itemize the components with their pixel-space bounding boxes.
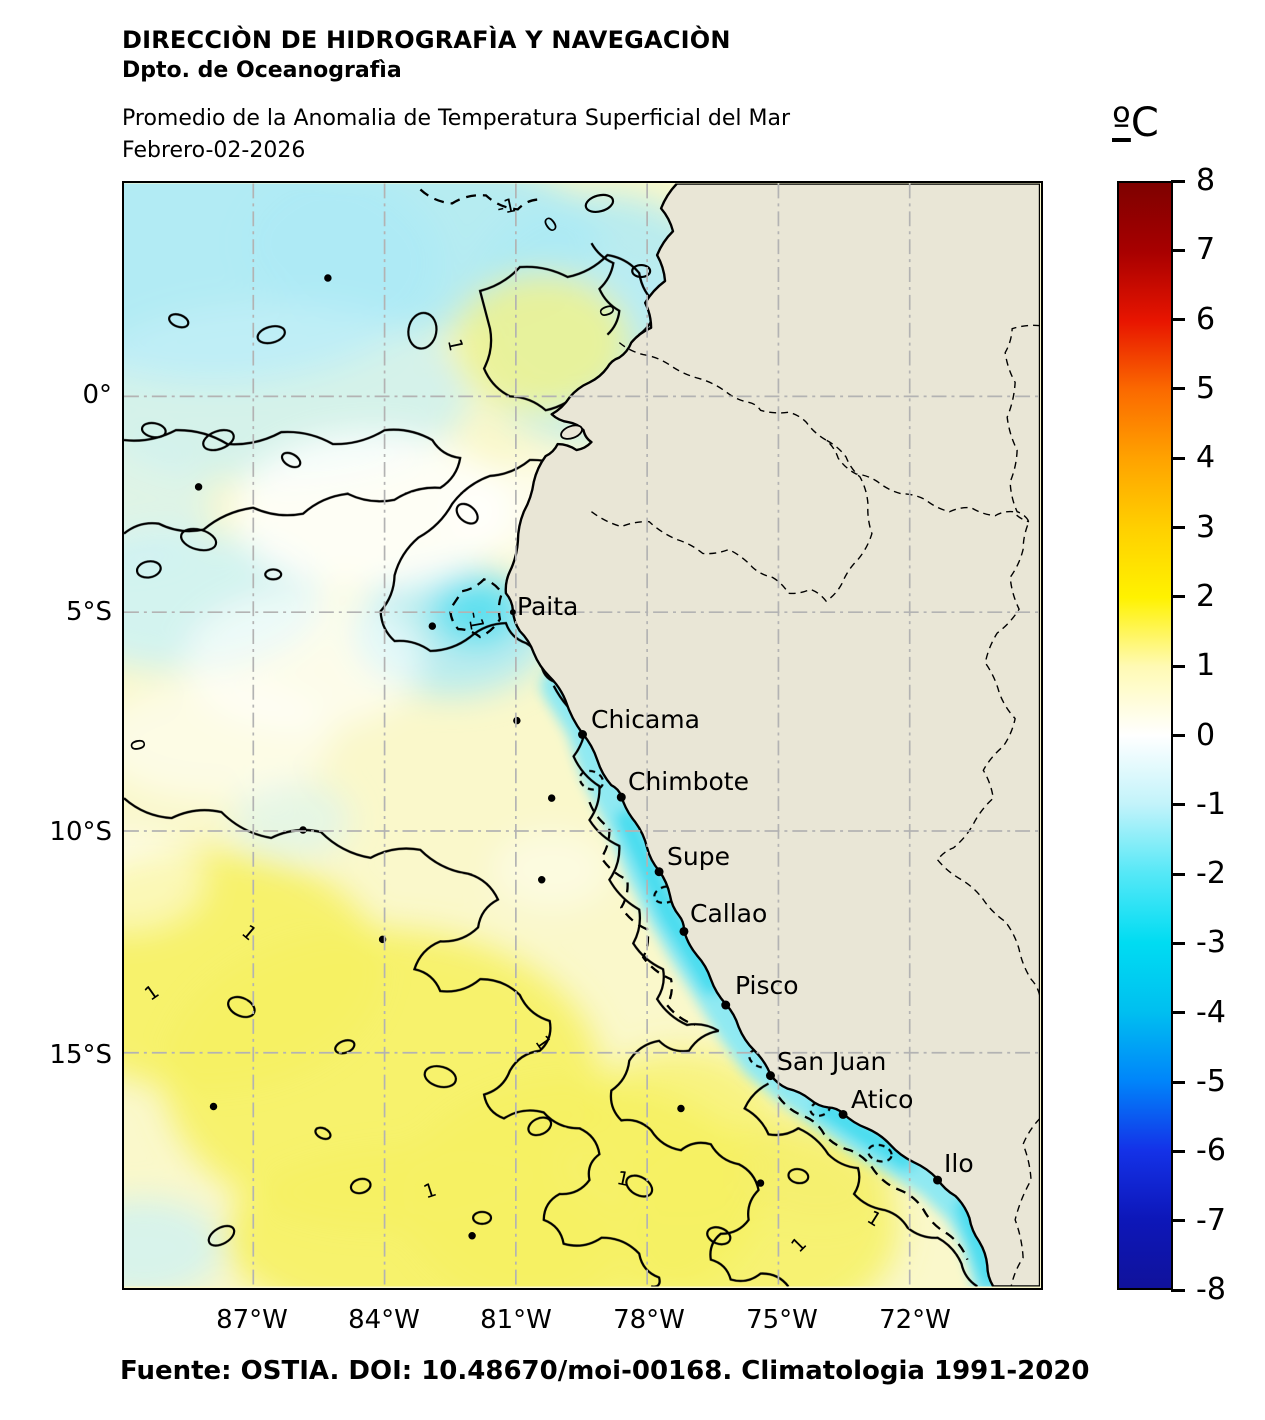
degree-symbol: º — [1112, 100, 1131, 146]
colorbar-gradient — [1117, 181, 1173, 1290]
colorbar-tick-mark — [1171, 1011, 1185, 1015]
negative-contours — [419, 188, 969, 1261]
colorbar-tick-mark — [1171, 526, 1185, 530]
colorbar-tick-mark — [1171, 179, 1185, 183]
x-tick-75w: 75°W — [746, 1305, 818, 1335]
source-attribution: Fuente: OSTIA. DOI: 10.48670/moi-00168. … — [120, 1356, 1090, 1386]
colorbar-tick-mark — [1171, 872, 1185, 876]
city-dot — [654, 867, 664, 877]
x-tick-81w: 81°W — [480, 1305, 552, 1335]
city-dot — [721, 1000, 731, 1010]
colorbar-tick-mark — [1171, 803, 1185, 807]
puna-island — [560, 424, 583, 440]
colorbar-tick-mark — [1171, 248, 1185, 252]
colorbar-tick-label: 7 — [1196, 232, 1216, 267]
org-title-line1: DIRECCIÒN DE HIDROGRAFÌA Y NAVEGACIÒN — [122, 26, 731, 54]
map-layers — [124, 183, 1040, 1287]
city-label-supe: Supe — [667, 842, 730, 871]
colorbar-tick-label: 5 — [1196, 371, 1216, 406]
colorbar-tick-mark — [1171, 941, 1185, 945]
city-markers — [509, 609, 943, 1185]
city-label-ilo: Ilo — [944, 1149, 974, 1178]
x-tick-72w: 72°W — [879, 1305, 951, 1335]
colorbar-tick-mark — [1171, 734, 1185, 737]
y-tick-0deg: 0° — [82, 380, 112, 410]
city-label-san-juan-prev-pisco: Pisco — [735, 971, 799, 1000]
colorbar-unit-label: ºC — [1112, 100, 1159, 146]
colorbar-tick-label: 8 — [1196, 163, 1216, 198]
colorbar-tick-label: 6 — [1196, 302, 1216, 337]
colorbar-tick-mark — [1171, 318, 1185, 322]
org-title-line2: Dpto. de Oceanografìa — [122, 58, 402, 83]
city-label-chicama: Chicama — [591, 705, 700, 734]
city-dot — [765, 1071, 775, 1081]
colorbar-tick-mark — [1171, 387, 1185, 391]
city-dot — [933, 1175, 943, 1185]
colorbar-tick-label: -3 — [1196, 925, 1226, 960]
y-tick-5s: 5°S — [65, 597, 112, 627]
city-dot — [838, 1109, 848, 1119]
city-label-atico: Atico — [851, 1085, 914, 1114]
country-borders — [591, 324, 1040, 1287]
x-tick-84w: 84°W — [348, 1305, 420, 1335]
colorbar-tick-mark — [1171, 664, 1185, 668]
colorbar-tick-label: 1 — [1196, 648, 1216, 683]
graticule — [124, 183, 1040, 1287]
colorbar-tick-label: 2 — [1196, 579, 1216, 614]
unit-letter: C — [1130, 100, 1159, 146]
city-dot — [509, 609, 516, 616]
colorbar-tick-label: 0 — [1196, 718, 1216, 753]
colorbar-tick-mark — [1171, 595, 1185, 599]
y-tick-15s: 15°S — [49, 1040, 112, 1070]
city-dot — [616, 792, 626, 802]
colorbar-tick-label: -2 — [1196, 856, 1226, 891]
city-label-san-juan: San Juan — [777, 1047, 887, 1076]
map-art — [124, 183, 1040, 1287]
sst-anomaly-map — [122, 181, 1043, 1290]
colorbar-tick-mark — [1171, 1149, 1185, 1153]
city-label-callao: Callao — [690, 899, 768, 928]
colorbar-tick-label: -1 — [1196, 787, 1226, 822]
colorbar-tick-mark — [1171, 1080, 1185, 1084]
colorbar-tick-label: -6 — [1196, 1133, 1226, 1168]
city-dot — [578, 730, 587, 739]
y-tick-10s: 10°S — [49, 817, 112, 847]
city-dot — [679, 926, 689, 936]
city-label-chimbote: Chimbote — [628, 767, 749, 796]
map-subtitle-line2: Febrero-02-2026 — [122, 138, 306, 163]
colorbar-tick-label: -4 — [1196, 995, 1226, 1030]
colorbar-tick-label: -7 — [1196, 1203, 1226, 1238]
contour-label: -1 — [462, 609, 488, 633]
colorbar-tick-mark — [1171, 1288, 1185, 1292]
map-subtitle-line1: Promedio de la Anomalia de Temperatura S… — [122, 106, 791, 131]
colorbar-tick-label: -5 — [1196, 1064, 1226, 1099]
x-tick-87w: 87°W — [216, 1305, 288, 1335]
colorbar-tick-label: 3 — [1196, 510, 1216, 545]
colorbar-tick-mark — [1171, 1219, 1185, 1223]
x-tick-78w: 78°W — [613, 1305, 685, 1335]
colorbar-tick-label: -8 — [1196, 1272, 1226, 1307]
city-label-paita: Paita — [517, 592, 579, 621]
colorbar-tick-label: 4 — [1196, 440, 1216, 475]
colorbar-tick-mark — [1171, 456, 1185, 460]
